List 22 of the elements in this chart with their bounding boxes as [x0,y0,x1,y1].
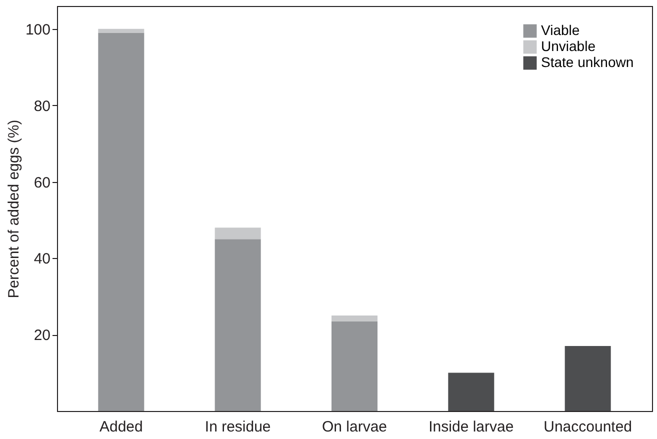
bar [214,239,261,411]
bar [214,228,261,240]
x-tick-label: On larvae [322,418,388,436]
x-tick-label: Unaccounted [544,418,632,436]
x-tick-label: In residue [204,418,271,436]
legend-label: State unknown [541,54,634,70]
bar [332,321,378,411]
bar [98,28,144,33]
y-tick-label: 60 [34,174,50,192]
y-tick-label: 100 [25,21,50,38]
bar [448,372,494,411]
x-tick-label: Added [99,418,143,436]
y-tick-label: 80 [34,98,50,115]
y-axis-title: Percent of added eggs (%) [5,120,22,298]
bar [564,346,611,411]
y-tick-label: 40 [34,250,50,268]
bar [332,315,378,322]
legend-label: Unviable [541,38,596,54]
y-tick-label: 20 [34,327,50,344]
x-tick-label: Inside larvae [428,418,514,436]
legend-label: Viable [541,22,580,38]
bar [98,32,144,411]
